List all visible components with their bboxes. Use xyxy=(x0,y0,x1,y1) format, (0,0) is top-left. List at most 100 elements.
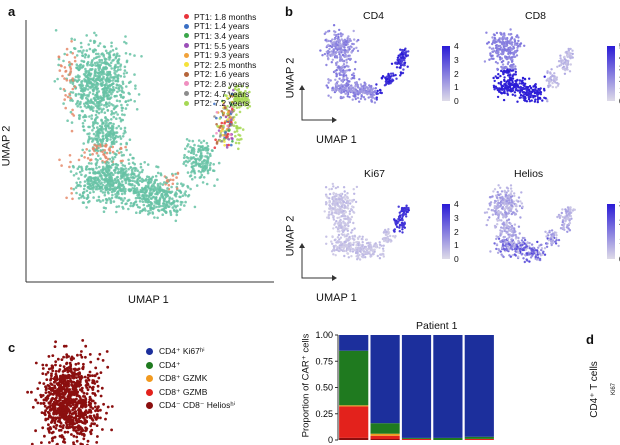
umap-point xyxy=(120,180,124,183)
umap-point xyxy=(115,86,118,90)
umap-point xyxy=(523,260,526,264)
umap-point xyxy=(565,65,568,68)
umap-point xyxy=(346,69,349,72)
umap-point xyxy=(155,205,158,209)
umap-point xyxy=(534,256,537,259)
umap-point xyxy=(520,89,524,92)
umap-point xyxy=(343,195,346,199)
umap-point xyxy=(389,234,392,238)
umap-point xyxy=(153,180,156,184)
umap-point xyxy=(62,59,65,63)
umap-point xyxy=(559,54,562,57)
umap-point xyxy=(346,227,349,230)
umap-point xyxy=(514,68,517,71)
umap-point xyxy=(206,162,209,165)
umap-point xyxy=(119,184,123,187)
umap-point xyxy=(500,84,504,88)
umap-point xyxy=(403,61,406,65)
umap-point xyxy=(489,196,492,199)
umap-point xyxy=(513,245,516,248)
umap-point xyxy=(373,97,377,100)
umap-point xyxy=(375,92,379,95)
umap-point xyxy=(139,210,142,213)
umap-point xyxy=(103,151,107,154)
umap-point xyxy=(84,167,88,171)
umap-point xyxy=(125,148,128,152)
umap-point xyxy=(527,97,531,101)
umap-point xyxy=(230,120,233,124)
umap-point xyxy=(400,56,403,59)
umap-point xyxy=(517,240,520,244)
umap-point xyxy=(69,50,73,54)
umap-point xyxy=(550,239,553,243)
umap-point xyxy=(106,86,109,89)
umap-point xyxy=(80,87,84,91)
umap-point xyxy=(340,210,343,213)
umap-point xyxy=(97,68,101,72)
umap-point xyxy=(138,200,142,203)
umap-point xyxy=(358,258,362,261)
umap-point xyxy=(328,204,332,208)
umap-point xyxy=(95,109,98,113)
umap-point xyxy=(191,166,194,169)
umap-point xyxy=(89,82,92,85)
umap-point xyxy=(101,81,105,84)
umap-point xyxy=(359,89,362,93)
umap-point xyxy=(129,201,133,205)
umap-point xyxy=(73,56,77,59)
umap-point xyxy=(102,92,105,95)
umap-point xyxy=(344,48,347,52)
umap-point xyxy=(90,162,93,165)
umap-point xyxy=(166,187,169,190)
umap-point xyxy=(123,177,126,180)
umap-point xyxy=(91,140,94,143)
umap-point xyxy=(131,204,135,208)
umap-point xyxy=(398,230,401,233)
umap-point xyxy=(68,165,71,169)
umap-point xyxy=(334,186,338,190)
umap-point xyxy=(82,128,86,132)
umap-point xyxy=(79,102,82,105)
umap-point xyxy=(102,107,105,111)
umap-point xyxy=(534,250,537,254)
umap-point xyxy=(347,83,350,86)
umap-point xyxy=(507,240,510,244)
umap-point xyxy=(353,38,356,41)
umap-point xyxy=(118,196,121,200)
umap-point xyxy=(158,202,161,205)
umap-point xyxy=(83,151,86,154)
umap-point xyxy=(105,82,108,85)
umap-point xyxy=(537,246,540,249)
umap-point xyxy=(323,32,326,36)
umap-point xyxy=(351,247,354,251)
umap-point xyxy=(510,246,513,249)
umap-point xyxy=(335,33,338,37)
panel-b-axes-arrow xyxy=(301,90,332,121)
umap-point xyxy=(132,202,136,205)
umap-point xyxy=(483,60,487,63)
umap-point xyxy=(498,56,502,59)
umap-point xyxy=(73,85,77,88)
umap-point xyxy=(122,72,126,75)
umap-point xyxy=(77,177,80,180)
umap-point xyxy=(510,56,514,59)
umap-point xyxy=(402,55,405,58)
umap-point xyxy=(94,118,97,122)
umap-point xyxy=(505,221,508,224)
umap-point xyxy=(230,92,234,96)
umap-point xyxy=(497,73,500,76)
umap-point xyxy=(503,241,507,244)
umap-point xyxy=(506,231,509,234)
umap-point xyxy=(515,210,519,213)
umap-point xyxy=(184,159,188,163)
umap-point xyxy=(103,111,107,114)
umap-point xyxy=(69,96,72,100)
umap-point xyxy=(327,94,330,97)
umap-point xyxy=(383,84,387,87)
umap-point xyxy=(167,199,171,203)
umap-point xyxy=(361,252,364,256)
umap-point xyxy=(227,110,230,114)
umap-point xyxy=(493,34,496,37)
umap-point xyxy=(563,72,567,76)
umap-point xyxy=(69,81,72,84)
